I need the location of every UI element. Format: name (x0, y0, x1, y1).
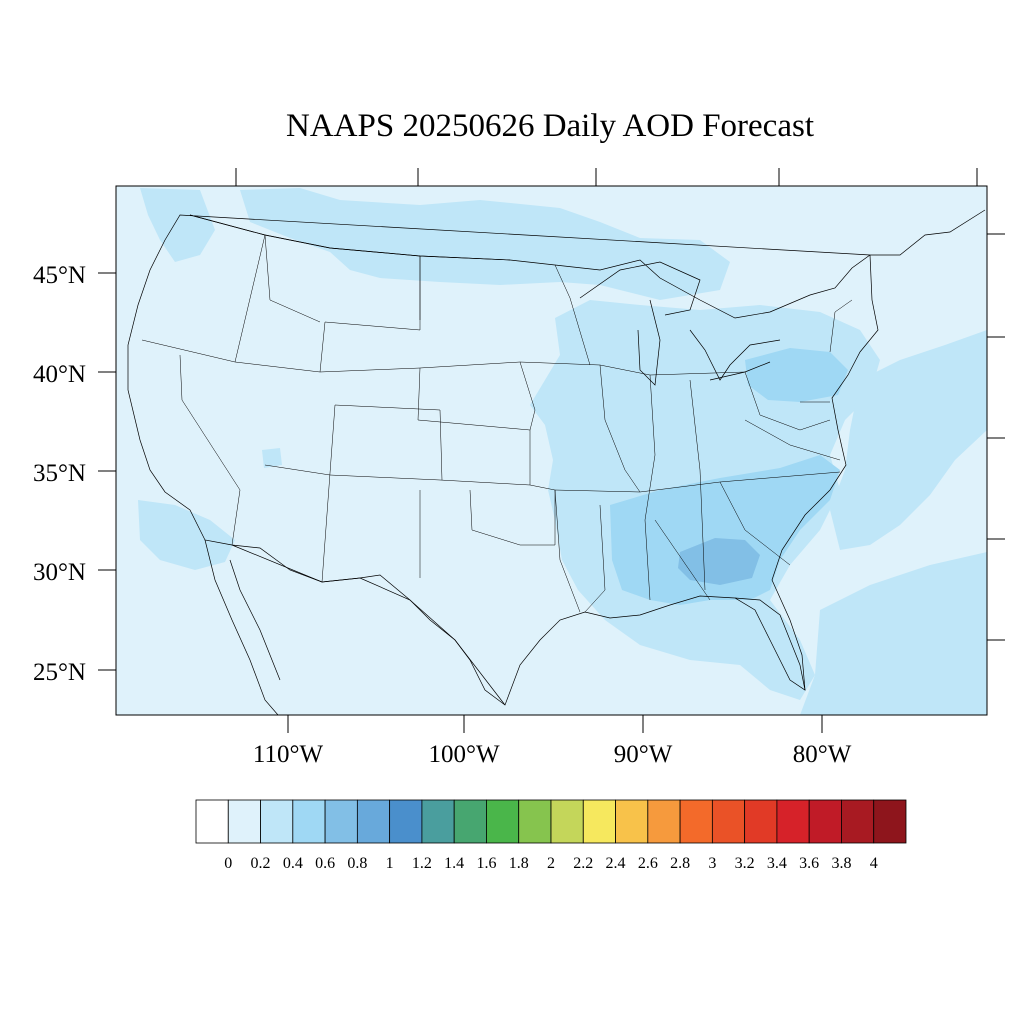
colorbar-tick-label: 3.2 (735, 855, 755, 872)
colorbar-swatch (195, 799, 229, 844)
aod-region-nevada-spot (262, 448, 282, 468)
lon-label: 90°W (614, 741, 673, 768)
colorbar-tick-label: 2.2 (573, 855, 593, 872)
colorbar-tick-label: 0.4 (283, 855, 303, 872)
lon-label: 100°W (428, 741, 499, 768)
colorbar-swatch (324, 799, 358, 844)
aod-region-canada-border (240, 188, 730, 300)
colorbar-swatch (615, 799, 649, 844)
aod-region-pennsylvania (745, 348, 848, 402)
colorbar-swatch (453, 799, 487, 844)
baja-california (204, 539, 281, 715)
page-title: NAAPS 20250626 Daily AOD Forecast (286, 108, 814, 144)
map-frame (115, 185, 988, 716)
colorbar-swatch (227, 799, 261, 844)
colorbar-swatch (744, 799, 778, 844)
colorbar-swatch (873, 799, 907, 844)
colorbar-tick-label: 3 (708, 855, 716, 872)
aod-region-atlantic (830, 330, 987, 550)
lat-label: 25°N (33, 659, 86, 686)
great-lakes (579, 261, 781, 386)
colorbar-tick-label: 1.8 (509, 855, 529, 872)
colorbar-tick-label: 0.2 (251, 855, 271, 872)
lon-label: 80°W (793, 741, 852, 768)
aod-region-pacific-nw (140, 188, 215, 262)
colorbar-tick-label: 1.4 (444, 855, 464, 872)
colorbar-swatch (647, 799, 681, 844)
colorbar-swatch (389, 799, 423, 844)
colorbar-swatch (486, 799, 520, 844)
colorbar-tick-label: 2.8 (670, 855, 690, 872)
map-boundaries (127, 209, 986, 715)
colorbar-tick-label: 2 (547, 855, 555, 872)
colorbar-swatch (260, 799, 294, 844)
colorbar-tick-label: 2.4 (606, 855, 626, 872)
colorbar-swatch (776, 799, 810, 844)
aod-region-gulf-caribbean (800, 552, 987, 715)
colorbar-tick-label: 3.4 (767, 855, 787, 872)
colorbar-tick-label: 1.2 (412, 855, 432, 872)
lat-label: 45°N (33, 262, 86, 289)
aod-region-baja (138, 500, 235, 570)
colorbar-tick-label: 1 (386, 855, 394, 872)
colorbar-swatch (711, 799, 746, 844)
aod-region-georgia-alabama (678, 538, 760, 585)
latitude-labels: 45°N 40°N 35°N 30°N 25°N (33, 262, 86, 686)
colorbar-tick-label: 0.6 (315, 855, 335, 872)
canada-border (189, 214, 511, 261)
colorbar-swatch (356, 799, 391, 844)
lon-label: 110°W (253, 741, 324, 768)
colorbar-swatch (421, 799, 455, 844)
colorbar-tick-label: 4 (870, 855, 878, 872)
axis-ticks (98, 168, 1005, 733)
colorbar-swatch (582, 799, 616, 844)
aod-region-southeast (610, 455, 840, 605)
colorbar-swatch (550, 799, 584, 844)
lat-label: 40°N (33, 361, 86, 388)
colorbar-swatch (518, 799, 552, 844)
colorbar-tick-label: 3.8 (831, 855, 851, 872)
lat-label: 35°N (33, 460, 86, 487)
lat-label: 30°N (33, 559, 86, 586)
colorbar-tick-label: 0 (224, 855, 232, 872)
aod-contours (138, 188, 987, 715)
colorbar-swatch (808, 799, 842, 844)
longitude-labels: 110°W 100°W 90°W 80°W (253, 741, 852, 768)
colorbar-tick-label: 2.6 (638, 855, 658, 872)
map-panel (115, 185, 988, 716)
mexico-border (231, 544, 506, 706)
colorbar-swatch (679, 799, 713, 844)
colorbar-tick-label: 3.6 (799, 855, 819, 872)
colorbar-swatch (841, 799, 875, 844)
florida (734, 597, 806, 691)
colorbar-tick-label: 0.8 (347, 855, 367, 872)
colorbar: 0 0.2 0.4 0.6 0.8 1 1.2 1.4 1.6 1.8 2 2.2 2.4 2.6 2.8 3… (195, 799, 907, 872)
state-borders (141, 234, 853, 613)
colorbar-tick-label: 1.6 (476, 855, 496, 872)
colorbar-swatch (292, 799, 326, 844)
